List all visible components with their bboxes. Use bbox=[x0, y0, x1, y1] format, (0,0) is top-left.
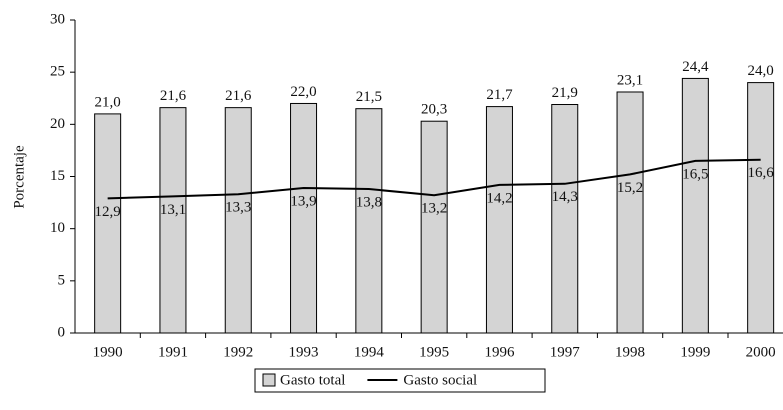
line-value-label: 14,2 bbox=[486, 190, 512, 206]
line-value-label: 12,9 bbox=[95, 204, 121, 220]
bar bbox=[420, 120, 448, 334]
bar bbox=[290, 102, 318, 334]
line-value-label: 13,9 bbox=[290, 193, 316, 209]
x-tick-label: 1991 bbox=[158, 344, 188, 360]
x-tick-label: 1996 bbox=[484, 344, 515, 360]
x-tick-label: 1998 bbox=[615, 344, 645, 360]
x-tick-label: 1999 bbox=[680, 344, 710, 360]
legend-label: Gasto total bbox=[280, 372, 345, 388]
bar bbox=[355, 108, 383, 334]
bar bbox=[747, 82, 775, 334]
legend-box bbox=[254, 368, 546, 393]
line-value-label: 16,6 bbox=[748, 165, 775, 181]
bar-value-label: 24,4 bbox=[682, 59, 709, 75]
bar-value-label: 23,1 bbox=[617, 72, 643, 88]
y-axis-label: Porcentaje bbox=[11, 145, 27, 209]
bar-value-label: 21,6 bbox=[160, 88, 187, 104]
line-value-label: 15,2 bbox=[617, 180, 643, 196]
x-tick-label: 1990 bbox=[93, 344, 123, 360]
y-tick-label: 0 bbox=[58, 324, 66, 340]
x-tick-label: 1992 bbox=[223, 344, 253, 360]
y-tick-label: 15 bbox=[50, 168, 65, 184]
y-tick-label: 5 bbox=[58, 272, 66, 288]
bar-value-label: 20,3 bbox=[421, 102, 447, 118]
legend: Gasto total Gasto social bbox=[254, 368, 546, 393]
line-value-label: 13,8 bbox=[356, 194, 382, 210]
line bbox=[107, 158, 761, 200]
x-tick-label: 1994 bbox=[354, 344, 385, 360]
x-tick-label: 1993 bbox=[289, 344, 319, 360]
bar-value-label: 21,9 bbox=[552, 85, 578, 101]
line-value-label: 13,3 bbox=[225, 200, 251, 216]
bar bbox=[224, 107, 252, 334]
bar bbox=[485, 106, 513, 334]
bar-value-label: 21,7 bbox=[486, 87, 513, 103]
bar bbox=[681, 77, 709, 334]
bar bbox=[94, 113, 122, 334]
x-tick-label: 1995 bbox=[419, 344, 449, 360]
bar-value-label: 21,0 bbox=[95, 94, 121, 110]
y-tick-label: 25 bbox=[50, 64, 65, 80]
line-value-label: 14,3 bbox=[552, 189, 578, 205]
x-tick-label: 2000 bbox=[746, 344, 776, 360]
legend-label: Gasto social bbox=[403, 372, 477, 388]
line-value-label: 13,2 bbox=[421, 201, 447, 217]
line-value-label: 13,1 bbox=[160, 202, 186, 218]
bar bbox=[551, 104, 579, 334]
y-tick-label: 10 bbox=[50, 220, 65, 236]
bar-value-label: 22,0 bbox=[290, 84, 316, 100]
y-tick-label: 30 bbox=[50, 11, 65, 27]
bar bbox=[159, 107, 187, 334]
line-value-label: 16,5 bbox=[682, 166, 708, 182]
bar bbox=[616, 91, 644, 334]
bar-value-label: 24,0 bbox=[748, 63, 774, 79]
legend-swatch bbox=[262, 373, 276, 387]
y-tick-label: 20 bbox=[50, 116, 65, 132]
x-tick-label: 1997 bbox=[550, 344, 581, 360]
bar-value-label: 21,6 bbox=[225, 88, 252, 104]
bar-value-label: 21,5 bbox=[356, 89, 382, 105]
